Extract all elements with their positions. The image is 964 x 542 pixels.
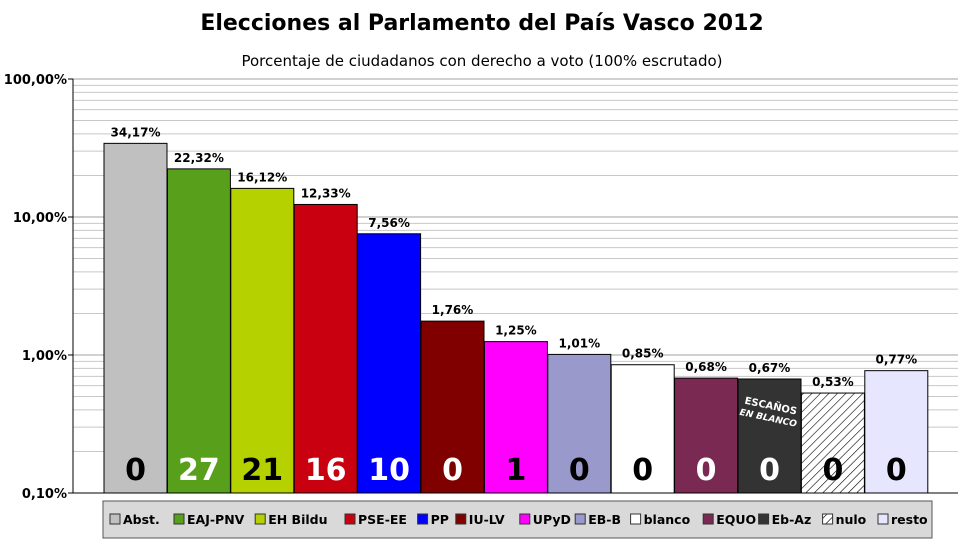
value-label: 7,56% xyxy=(368,216,410,230)
bar-nulo xyxy=(800,392,865,494)
seats-label: 0 xyxy=(569,453,590,488)
legend-swatch xyxy=(574,513,586,525)
legend-swatch xyxy=(702,513,714,525)
value-label: 12,33% xyxy=(301,186,351,200)
chart-title: Elecciones al Parlamento del País Vasco … xyxy=(200,11,763,36)
legend-box xyxy=(102,500,933,539)
legend-label: PSE-EE xyxy=(358,512,407,527)
legend-swatch xyxy=(417,513,429,525)
bar-upyd xyxy=(483,341,548,494)
y-tick-label: 1,00% xyxy=(22,349,67,364)
seats-label: 0 xyxy=(759,453,780,488)
legend-label: EB-B xyxy=(588,512,621,527)
value-label: 1,76% xyxy=(432,303,474,317)
legend-swatch xyxy=(254,513,266,525)
value-label: 34,17% xyxy=(111,125,161,139)
y-tick-label: 0,10% xyxy=(22,487,67,502)
bar-pse-ee xyxy=(293,203,358,494)
legend-label: blanco xyxy=(644,512,691,527)
legend-swatch xyxy=(877,513,889,525)
bar-blanco xyxy=(610,364,675,494)
legend-label: Abst. xyxy=(123,512,160,527)
value-label: 0,68% xyxy=(685,360,727,374)
value-label: 0,67% xyxy=(749,361,791,375)
legend-swatch xyxy=(109,513,121,525)
bar-abst- xyxy=(103,142,168,494)
seats-label: 21 xyxy=(241,453,283,488)
legend-label: EH Bildu xyxy=(268,512,327,527)
legend-swatch xyxy=(630,513,642,525)
seats-label: 10 xyxy=(368,453,410,488)
bar-iu-lv xyxy=(420,320,485,494)
legend-swatch xyxy=(822,513,834,525)
bar-pp xyxy=(357,233,422,494)
seats-label: 16 xyxy=(305,453,347,488)
chart-subtitle: Porcentaje de ciudadanos con derecho a v… xyxy=(241,52,722,70)
value-label: 0,77% xyxy=(875,353,917,367)
seats-label: 27 xyxy=(178,453,220,488)
y-tick-label: 10,00% xyxy=(13,211,67,226)
bar-eh-bildu xyxy=(230,187,295,494)
legend-label: EAJ-PNV xyxy=(187,512,245,527)
value-label: 0,53% xyxy=(812,375,854,389)
value-label: 1,01% xyxy=(558,336,600,350)
seats-label: 0 xyxy=(442,453,463,488)
legend-label: PP xyxy=(431,512,449,527)
seats-label: 1 xyxy=(505,453,526,488)
bar-eaj-pnv xyxy=(166,168,231,494)
legend-swatch xyxy=(758,513,770,525)
legend-swatch xyxy=(455,513,467,525)
seats-label: 0 xyxy=(632,453,653,488)
value-label: 0,85% xyxy=(622,347,664,361)
value-label: 16,12% xyxy=(237,170,287,184)
legend-swatch xyxy=(519,513,531,525)
legend-label: UPyD xyxy=(533,512,571,527)
legend-label: Eb-Az xyxy=(772,512,812,527)
y-tick-label: 100,00% xyxy=(4,73,67,88)
seats-label: 0 xyxy=(125,453,146,488)
seats-label: 0 xyxy=(696,453,717,488)
bar-eb-az xyxy=(737,378,802,494)
legend-swatch xyxy=(173,513,185,525)
value-label: 1,25% xyxy=(495,324,537,338)
bar-equo xyxy=(674,377,739,494)
legend-swatch xyxy=(344,513,356,525)
seats-label: 0 xyxy=(822,453,843,488)
value-label: 22,32% xyxy=(174,151,224,165)
seats-label: 0 xyxy=(886,453,907,488)
legend-label: IU-LV xyxy=(469,512,505,527)
bar-resto xyxy=(864,370,929,494)
legend-label: EQUO xyxy=(716,512,756,527)
legend-label: nulo xyxy=(836,512,867,527)
legend-label: resto xyxy=(891,512,928,527)
